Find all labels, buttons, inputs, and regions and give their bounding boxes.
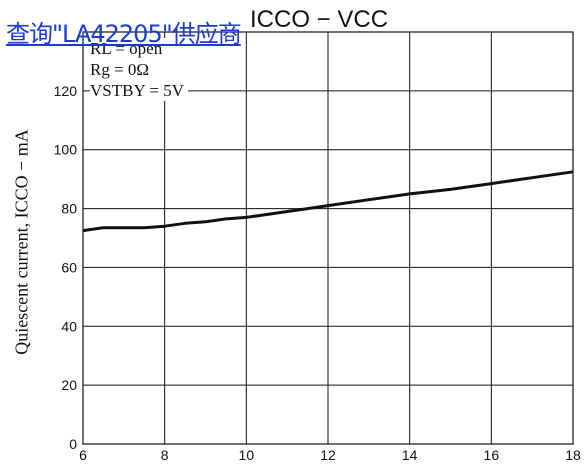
y-axis-label-box: Quiescent current, ICCO − mA <box>2 92 42 392</box>
y-axis-label: Quiescent current, ICCO − mA <box>11 129 32 355</box>
condition-rl: RL = open <box>90 39 163 58</box>
x-tick-label: 6 <box>79 447 87 463</box>
y-tick-label: 100 <box>54 142 78 158</box>
supplier-query-link[interactable]: 查询"LA42205"供应商 <box>6 20 242 48</box>
x-tick-labels: 6 8 10 12 14 16 18 <box>79 447 581 463</box>
series-line <box>82 170 574 233</box>
y-tick-label: 0 <box>69 436 77 452</box>
chart-title: ICCO − VCC <box>250 6 389 33</box>
test-conditions: RL = open Rg = 0Ω VSTBY = 5V <box>90 38 188 101</box>
condition-vstby: VSTBY = 5V <box>90 81 184 100</box>
plot-frame <box>82 31 574 445</box>
x-tick-label: 12 <box>320 447 336 463</box>
y-tick-label: 80 <box>61 201 77 217</box>
y-tick-label: 20 <box>61 377 77 393</box>
x-tick-label: 8 <box>161 447 169 463</box>
y-tick-labels: 0 20 40 60 80 100 120 <box>54 83 78 452</box>
x-tick-label: 14 <box>402 447 418 463</box>
x-tick-label: 10 <box>239 447 255 463</box>
series-layer <box>82 170 574 233</box>
y-tick-label: 60 <box>61 259 77 275</box>
y-tick-label: 40 <box>61 318 77 334</box>
condition-rg: Rg = 0Ω <box>90 60 150 79</box>
y-tick-label: 120 <box>54 83 78 99</box>
x-tick-label: 16 <box>484 447 500 463</box>
x-tick-label: 18 <box>565 447 581 463</box>
grid-lines <box>82 32 574 445</box>
